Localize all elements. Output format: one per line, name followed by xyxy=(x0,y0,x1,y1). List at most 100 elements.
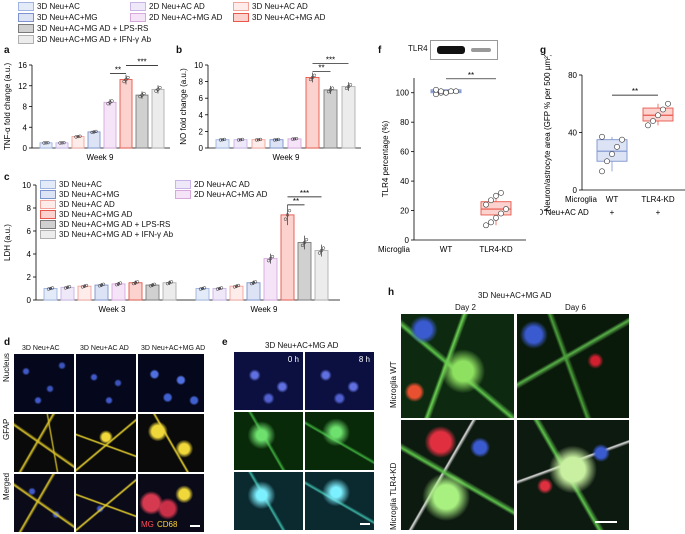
x-tick-label: TLR4-KD xyxy=(479,245,513,254)
row-label: Microglia WT xyxy=(389,361,398,408)
micrograph-merged xyxy=(14,474,74,532)
legend-label: 3D Neu+AC xyxy=(37,2,80,11)
panel-label-f: f xyxy=(378,45,382,56)
y-tick-label: 8 xyxy=(27,204,32,213)
legend-swatch xyxy=(130,13,146,23)
data-point xyxy=(148,284,153,288)
row-label: Merged xyxy=(2,472,11,500)
data-point xyxy=(200,286,205,291)
data-point xyxy=(488,197,494,204)
legend-label: 3D Neu+AC+MG xyxy=(59,190,120,199)
data-point xyxy=(249,281,254,286)
row-label: Microglia xyxy=(378,245,411,254)
y-axis-label: TNF-α fold change (a.u.) xyxy=(3,63,12,151)
data-point xyxy=(67,285,72,289)
x-tick-label: WT xyxy=(440,245,453,254)
data-point xyxy=(63,286,68,290)
data-point xyxy=(169,280,174,284)
data-point xyxy=(448,88,454,95)
time-label: 0 h xyxy=(287,355,299,364)
data-point xyxy=(304,237,309,242)
y-tick-label: 0 xyxy=(573,186,578,195)
legend-item: 3D Neu+AC+MG xyxy=(18,13,97,23)
y-tick-label: 8 xyxy=(199,78,204,87)
data-point xyxy=(118,281,123,285)
bar xyxy=(246,282,261,301)
micrograph-nucleus xyxy=(138,354,204,412)
data-point xyxy=(82,284,87,288)
legend-label: 3D Neu+AC xyxy=(59,180,102,189)
y-tick-label: 0 xyxy=(27,296,32,305)
bar xyxy=(229,285,244,301)
legend-item: 3D Neu+AC+MG AD xyxy=(233,13,325,23)
data-point xyxy=(234,284,239,288)
legend-label: 3D Neu+AC AD xyxy=(252,2,308,11)
time-label: 8 h xyxy=(358,355,370,364)
significance-label: *** xyxy=(326,55,335,64)
legend-item: 3D Neu+AC xyxy=(18,2,80,12)
data-point xyxy=(645,122,651,129)
legend-item: 3D Neu+AC+MG xyxy=(40,190,120,200)
legend-item: 3D Neu+AC AD xyxy=(40,200,115,210)
data-point xyxy=(498,210,504,217)
bar xyxy=(145,284,160,301)
data-point xyxy=(660,106,666,113)
data-point xyxy=(326,89,331,94)
micrograph-gfap xyxy=(138,414,204,472)
data-point xyxy=(319,248,324,253)
data-point xyxy=(236,283,241,288)
legend-item: 3D Neu+AC+MG AD + LPS-RS xyxy=(18,24,148,34)
data-point xyxy=(310,75,315,80)
micrograph-merged xyxy=(76,474,136,532)
data-point xyxy=(152,282,157,286)
panel-label-a: a xyxy=(4,45,10,56)
y-tick-label: 12 xyxy=(18,82,27,91)
bar xyxy=(280,214,295,301)
legend-swatch xyxy=(40,210,56,220)
x-axis-label: Week 9 xyxy=(273,153,301,162)
legend-swatch xyxy=(175,180,191,190)
data-point xyxy=(62,141,66,145)
data-point xyxy=(60,141,64,145)
data-point xyxy=(292,137,297,141)
data-point xyxy=(122,79,126,84)
legend-item: 2D Neu+AC+MG AD xyxy=(130,13,222,23)
data-point xyxy=(268,256,273,261)
box xyxy=(596,139,628,162)
panel-label-h: h xyxy=(388,287,395,298)
legend-swatch xyxy=(130,2,146,12)
data-point xyxy=(317,251,322,255)
row-label: Microglia xyxy=(565,195,598,204)
scale-bar xyxy=(595,521,617,523)
legend-label: 3D Neu+AC+MG AD + IFN-γ Ab xyxy=(59,230,174,239)
blot-label: TLR4 xyxy=(408,44,428,53)
bar xyxy=(103,101,117,149)
micrograph-merged xyxy=(234,472,303,530)
legend-item: 3D Neu+AC+MG AD xyxy=(40,210,132,220)
data-point xyxy=(124,77,128,82)
data-point xyxy=(655,112,661,119)
panel-label-d: d xyxy=(4,337,11,348)
bar xyxy=(77,285,92,301)
y-tick-label: 100 xyxy=(396,89,410,98)
panel-label-b: b xyxy=(176,45,183,56)
data-point xyxy=(74,135,78,139)
chart-f: 0 20 40 60 80 100 TLR4 percentage (%) ** Microgl… xyxy=(378,71,526,254)
data-point xyxy=(90,130,94,135)
data-point xyxy=(274,138,279,142)
bar xyxy=(87,131,101,149)
bar xyxy=(314,250,329,301)
panel-label-c: c xyxy=(4,172,10,183)
legend-swatch xyxy=(18,24,34,34)
scale-bar xyxy=(360,523,370,525)
bar xyxy=(111,283,126,301)
legend-item: 2D Neu+AC+MG AD xyxy=(175,190,267,200)
data-point xyxy=(58,141,62,145)
data-point xyxy=(287,208,292,213)
y-tick-label: 80 xyxy=(568,71,577,80)
legend-swatch xyxy=(40,180,56,190)
bar xyxy=(94,284,109,301)
y-tick-label: 4 xyxy=(199,111,204,120)
data-point xyxy=(650,118,656,124)
